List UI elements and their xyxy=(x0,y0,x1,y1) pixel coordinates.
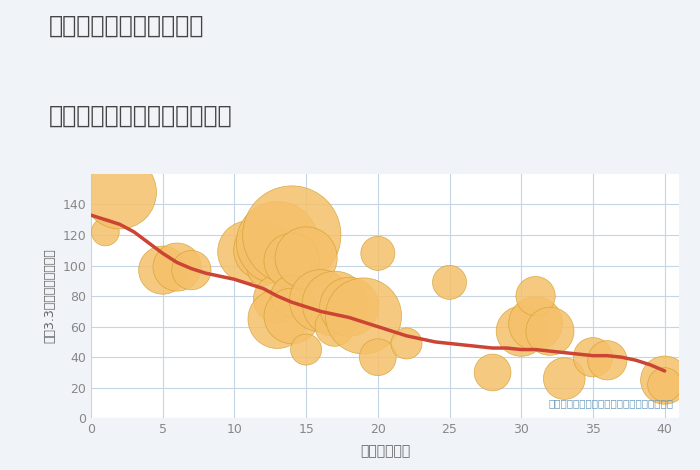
Point xyxy=(286,312,297,320)
Point xyxy=(272,315,283,323)
Point xyxy=(272,239,283,246)
Point xyxy=(329,323,340,330)
Point xyxy=(286,231,297,239)
Point xyxy=(157,266,168,274)
Point xyxy=(243,248,254,256)
Point xyxy=(659,376,671,384)
Point xyxy=(114,188,125,196)
Point xyxy=(258,266,269,274)
Point xyxy=(186,266,197,274)
Point xyxy=(530,292,541,300)
Point xyxy=(659,381,671,388)
Point xyxy=(329,300,340,307)
Point xyxy=(372,353,384,361)
Point xyxy=(401,340,412,347)
Point xyxy=(602,356,613,364)
Y-axis label: 坪（3.3㎡）単価（万円）: 坪（3.3㎡）単価（万円） xyxy=(43,249,57,344)
Point xyxy=(516,328,527,335)
Point xyxy=(587,353,598,361)
Point xyxy=(172,263,183,271)
Point xyxy=(530,320,541,327)
X-axis label: 築年数（年）: 築年数（年） xyxy=(360,445,410,459)
Text: 円の大きさは、取引のあった物件面積を示す: 円の大きさは、取引のあった物件面積を示す xyxy=(548,399,673,408)
Point xyxy=(286,292,297,300)
Point xyxy=(444,279,455,286)
Point xyxy=(315,297,326,305)
Point xyxy=(300,254,312,262)
Point xyxy=(344,303,355,311)
Point xyxy=(559,375,570,383)
Point xyxy=(372,250,384,257)
Point xyxy=(272,295,283,303)
Point xyxy=(99,228,111,235)
Point xyxy=(487,368,498,376)
Text: 奈良県奈良市西ノ京町の: 奈良県奈良市西ノ京町の xyxy=(49,14,204,38)
Point xyxy=(358,312,369,320)
Point xyxy=(258,246,269,254)
Point xyxy=(300,346,312,353)
Point xyxy=(286,257,297,265)
Point xyxy=(545,328,556,335)
Text: 築年数別中古マンション価格: 築年数別中古マンション価格 xyxy=(49,103,232,127)
